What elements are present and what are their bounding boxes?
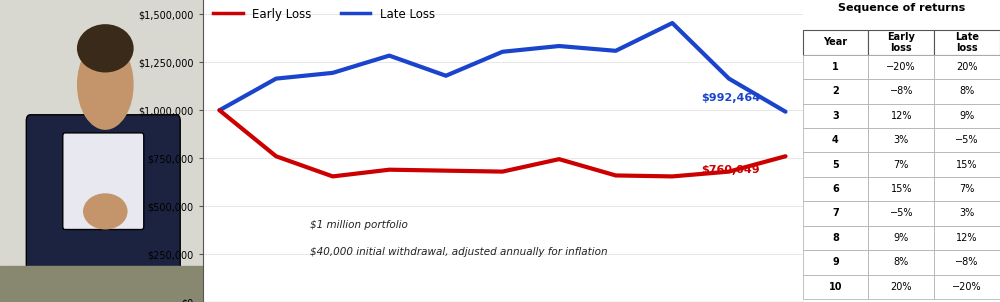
- FancyBboxPatch shape: [63, 133, 144, 230]
- Text: $992,464: $992,464: [701, 93, 760, 103]
- Text: Sequence of returns: Sequence of returns: [838, 3, 965, 13]
- Bar: [0, 266, 202, 302]
- FancyBboxPatch shape: [26, 115, 180, 302]
- Ellipse shape: [77, 24, 134, 72]
- Ellipse shape: [77, 39, 134, 130]
- Text: $1 million portfolio: $1 million portfolio: [310, 220, 408, 230]
- Legend: Early Loss, Late Loss: Early Loss, Late Loss: [208, 3, 440, 25]
- Text: $40,000 initial withdrawal, adjusted annually for inflation: $40,000 initial withdrawal, adjusted ann…: [310, 247, 608, 257]
- Text: $760,049: $760,049: [701, 165, 760, 175]
- Ellipse shape: [83, 193, 128, 230]
